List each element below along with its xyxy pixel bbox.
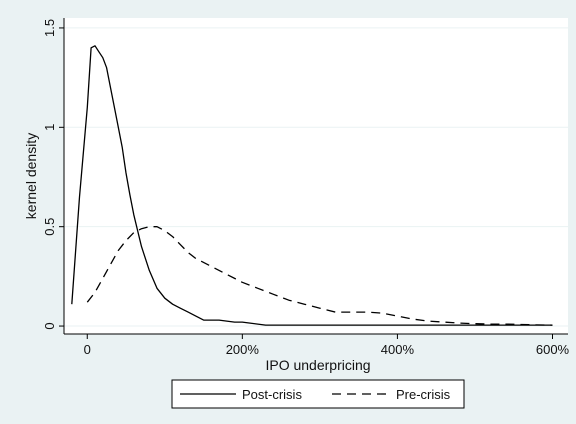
x-tick-label: 600% bbox=[536, 342, 570, 357]
gridlines bbox=[64, 27, 568, 327]
legend: Post-crisis Pre-crisis bbox=[171, 379, 465, 409]
axes bbox=[63, 18, 568, 335]
series-lines bbox=[71, 45, 553, 326]
plot-area bbox=[64, 18, 568, 334]
x-tick-label: 200% bbox=[226, 342, 260, 357]
legend-label-post-crisis: Post-crisis bbox=[242, 387, 302, 402]
y-axis-title: kernel density bbox=[23, 133, 39, 219]
y-tick-label: 1 bbox=[42, 124, 57, 131]
y-tick-label: 0.5 bbox=[42, 218, 57, 236]
legend-label-pre-crisis: Pre-crisis bbox=[396, 387, 451, 402]
x-tick-label: 0 bbox=[84, 342, 91, 357]
series-line-post-crisis bbox=[71, 45, 553, 326]
y-tick-label: 1.5 bbox=[42, 19, 57, 37]
y-tick-label: 0 bbox=[42, 322, 57, 329]
x-tick-label: 400% bbox=[381, 342, 415, 357]
ticks: 0 0.5 1 1.5 0 200% 400% 600% bbox=[42, 19, 570, 357]
x-axis-title: IPO underpricing bbox=[265, 357, 370, 373]
legend-box bbox=[171, 379, 465, 409]
